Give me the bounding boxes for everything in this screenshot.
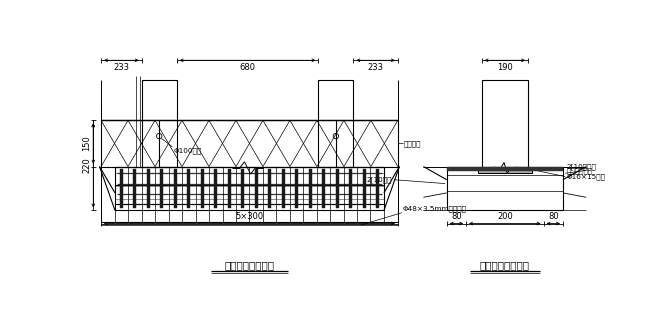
Bar [142, 80, 177, 166]
Bar [482, 80, 528, 166]
Text: 190: 190 [497, 63, 513, 72]
Text: 220: 220 [82, 157, 91, 173]
Bar [133, 169, 136, 208]
Bar [115, 166, 384, 210]
Bar [478, 166, 532, 173]
Text: 5×300: 5×300 [235, 212, 263, 221]
Bar [201, 169, 204, 208]
Bar [349, 169, 352, 208]
Text: Φ100钢棒: Φ100钢棒 [173, 148, 202, 154]
Bar [187, 169, 190, 208]
Bar [241, 169, 244, 208]
Bar [228, 169, 230, 208]
Text: Φ48×3.5mm钢管护栏: Φ48×3.5mm钢管护栏 [403, 206, 466, 212]
Text: 80: 80 [548, 212, 558, 221]
Text: 花篮螺丝拉杆: 花篮螺丝拉杆 [566, 168, 593, 174]
Text: 钢棒现浇盖梁侧面: 钢棒现浇盖梁侧面 [480, 260, 530, 270]
Bar [336, 169, 339, 208]
Text: 680: 680 [239, 63, 255, 72]
Text: 233: 233 [114, 63, 130, 72]
Text: Φ16×15砂筒: Φ16×15砂筒 [566, 173, 606, 180]
Bar [255, 169, 257, 208]
Text: 200: 200 [497, 212, 513, 221]
Bar [214, 169, 217, 208]
Bar [147, 169, 150, 208]
Bar [319, 80, 353, 166]
Bar [447, 166, 563, 210]
Bar [447, 166, 563, 171]
Bar [282, 169, 284, 208]
Bar [120, 169, 122, 208]
Text: 贝雷支架: 贝雷支架 [403, 140, 421, 147]
Text: 2[10小横梁: 2[10小横梁 [566, 163, 597, 170]
Text: 80: 80 [451, 212, 462, 221]
Text: 钢棒现浇盖梁正面: 钢棒现浇盖梁正面 [224, 260, 274, 270]
Bar [161, 169, 163, 208]
Bar [323, 169, 325, 208]
Bar [376, 169, 379, 208]
Bar [174, 169, 177, 208]
Bar [296, 169, 298, 208]
Text: 150: 150 [82, 135, 91, 151]
Bar [101, 120, 398, 166]
Bar [309, 169, 312, 208]
Text: 233: 233 [368, 63, 384, 72]
Text: 2[10背筋: 2[10背筋 [367, 176, 392, 183]
Bar [363, 169, 366, 208]
Bar [268, 169, 271, 208]
